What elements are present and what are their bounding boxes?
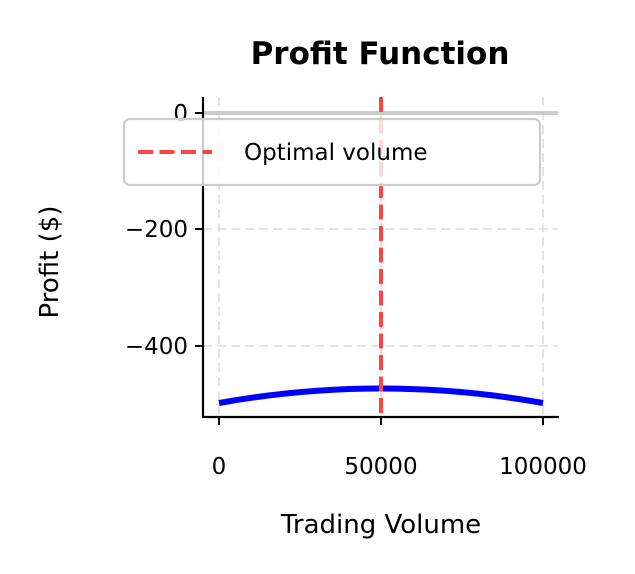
x-tick-label-50000: 50000	[344, 454, 417, 480]
y-tick-label-neg200: −200	[125, 217, 188, 243]
legend-box	[122, 117, 542, 187]
x-tick-label-0: 0	[212, 454, 227, 480]
y-axis-label: Profit ($)	[35, 206, 65, 319]
x-ticks	[218, 417, 544, 425]
legend-label-optimal-volume: Optimal volume	[244, 140, 428, 166]
y-tick-label-neg400: −400	[125, 334, 188, 360]
chart-title: Profit Function	[251, 36, 510, 72]
y-ticks	[195, 112, 203, 347]
x-tick-label-100000: 100000	[499, 454, 587, 480]
x-axis-label: Trading Volume	[280, 510, 481, 540]
legend: Optimal volume	[122, 117, 542, 187]
